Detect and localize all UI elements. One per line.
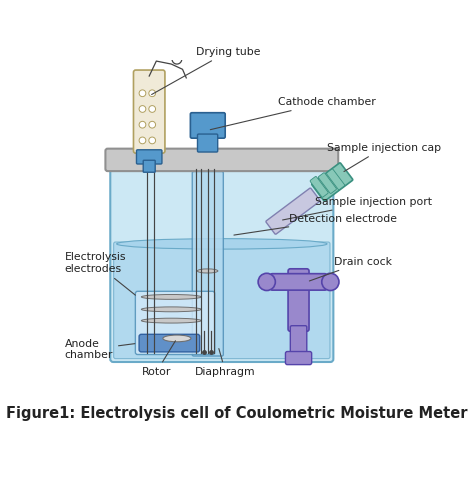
- Circle shape: [139, 121, 146, 128]
- Text: Figure1: Electrolysis cell of Coulometric Moisture Meter: Figure1: Electrolysis cell of Coulometri…: [6, 406, 467, 421]
- FancyBboxPatch shape: [191, 113, 225, 138]
- Ellipse shape: [141, 295, 201, 299]
- Text: Electrolysis
electrodes: Electrolysis electrodes: [64, 252, 136, 295]
- Text: Drain cock: Drain cock: [310, 256, 392, 281]
- Circle shape: [149, 106, 155, 113]
- Ellipse shape: [117, 239, 327, 249]
- Circle shape: [139, 137, 146, 144]
- FancyBboxPatch shape: [270, 274, 327, 290]
- Text: Sample injection port: Sample injection port: [283, 197, 432, 220]
- Circle shape: [139, 90, 146, 97]
- FancyBboxPatch shape: [327, 169, 345, 190]
- FancyBboxPatch shape: [290, 326, 307, 357]
- Circle shape: [149, 90, 155, 97]
- FancyBboxPatch shape: [137, 150, 162, 164]
- Ellipse shape: [141, 318, 201, 323]
- FancyBboxPatch shape: [134, 70, 165, 153]
- Ellipse shape: [141, 307, 201, 312]
- Circle shape: [322, 273, 339, 290]
- FancyBboxPatch shape: [192, 171, 223, 356]
- Text: Detection electrode: Detection electrode: [234, 213, 397, 235]
- Text: Anode
chamber: Anode chamber: [64, 339, 135, 360]
- FancyBboxPatch shape: [143, 160, 155, 172]
- Circle shape: [149, 137, 155, 144]
- Text: Drying tube: Drying tube: [152, 47, 260, 95]
- FancyBboxPatch shape: [114, 242, 330, 359]
- Text: Sample injection cap: Sample injection cap: [327, 142, 441, 171]
- FancyBboxPatch shape: [319, 173, 337, 194]
- FancyBboxPatch shape: [105, 149, 338, 171]
- Text: Rotor: Rotor: [142, 341, 175, 377]
- FancyBboxPatch shape: [198, 134, 218, 152]
- Circle shape: [258, 273, 275, 290]
- Circle shape: [139, 106, 146, 113]
- FancyBboxPatch shape: [310, 176, 328, 197]
- FancyBboxPatch shape: [285, 352, 311, 365]
- FancyBboxPatch shape: [136, 291, 215, 355]
- Text: Cathode chamber: Cathode chamber: [210, 97, 376, 129]
- FancyBboxPatch shape: [110, 161, 333, 362]
- Circle shape: [149, 121, 155, 128]
- FancyBboxPatch shape: [312, 163, 353, 201]
- Text: Diaphragm: Diaphragm: [195, 349, 256, 377]
- Ellipse shape: [197, 269, 218, 273]
- FancyBboxPatch shape: [288, 269, 309, 331]
- Ellipse shape: [163, 335, 191, 342]
- FancyBboxPatch shape: [266, 188, 320, 234]
- FancyBboxPatch shape: [139, 334, 200, 352]
